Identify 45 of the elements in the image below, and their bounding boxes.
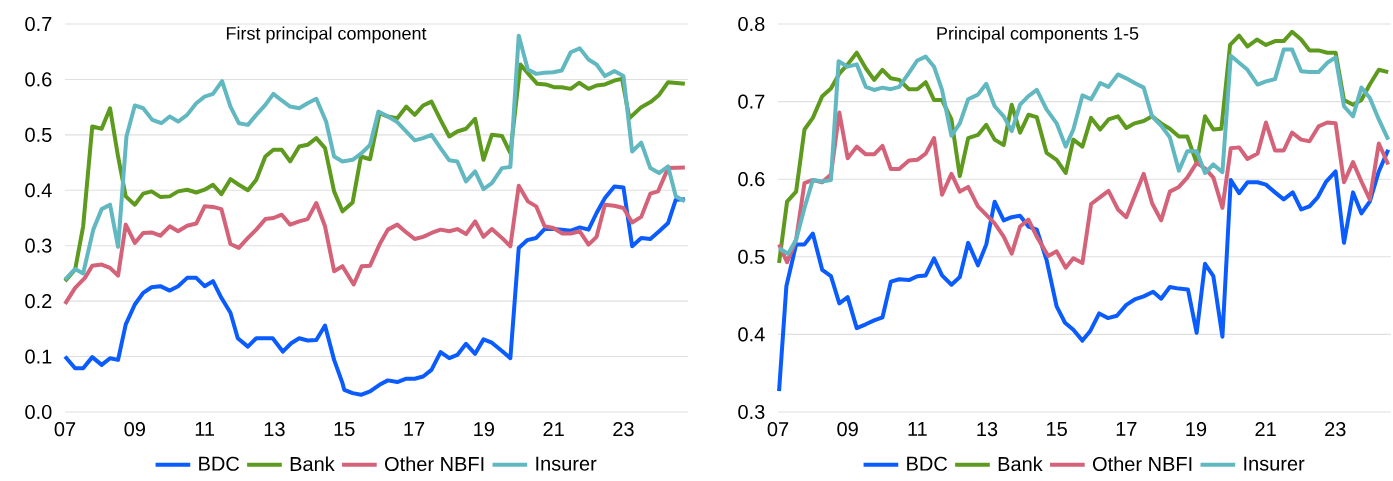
x-tick-label: 13 — [264, 422, 285, 437]
y-tick-label: 0.0 — [25, 404, 52, 420]
y-tick-label: 0.3 — [25, 238, 52, 253]
y-tick-label: 0.1 — [25, 349, 52, 364]
x-tick-label: 09 — [124, 422, 145, 437]
chart-title: Principal components 1-5 — [937, 26, 1139, 44]
x-tick-label: 07 — [767, 422, 789, 437]
x-tick-label: 19 — [474, 422, 494, 437]
y-tick-label: 0.3 — [738, 404, 765, 420]
x-tick-label: 13 — [977, 422, 998, 437]
x-tick-label: 11 — [908, 422, 927, 436]
y-tick-label: 0.8 — [738, 16, 765, 32]
legend-label: Bank — [998, 456, 1043, 472]
x-tick-label: 21 — [1255, 422, 1276, 436]
legend-label: BDC — [199, 456, 240, 471]
y-tick-label: 0.2 — [25, 294, 52, 309]
x-tick-label: 19 — [1186, 422, 1207, 437]
y-tick-label: 0.4 — [738, 327, 765, 342]
legend-label: BDC — [907, 456, 948, 471]
y-tick-label: 0.4 — [25, 183, 52, 198]
y-tick-label: 0.7 — [738, 94, 765, 109]
x-tick-label: 09 — [837, 422, 858, 437]
legend-label: Insurer — [536, 456, 597, 471]
x-tick-label: 17 — [404, 422, 425, 436]
x-tick-label: 11 — [195, 422, 215, 436]
x-tick-label: 15 — [1047, 422, 1067, 436]
x-tick-label: 21 — [543, 422, 564, 436]
legend-label: Insurer — [1244, 456, 1305, 471]
legend-label: Other NBFI — [385, 456, 484, 472]
chart-title: First principal component — [226, 26, 427, 44]
y-tick-label: 0.6 — [25, 72, 52, 87]
x-tick-label: 15 — [334, 422, 355, 436]
legend-label: Bank — [290, 456, 335, 472]
line-series — [777, 147, 1391, 394]
line-series — [63, 184, 687, 397]
x-tick-label: 07 — [54, 422, 76, 437]
legend-label: Other NBFI — [1092, 456, 1192, 472]
y-tick-label: 0.7 — [25, 16, 52, 32]
line-series — [63, 165, 687, 306]
y-tick-label: 0.6 — [738, 172, 765, 187]
y-tick-label: 0.5 — [25, 127, 52, 142]
x-tick-label: 23 — [613, 422, 634, 437]
x-tick-label: 23 — [1325, 422, 1346, 437]
y-tick-label: 0.5 — [738, 249, 765, 264]
x-tick-label: 17 — [1116, 422, 1137, 436]
